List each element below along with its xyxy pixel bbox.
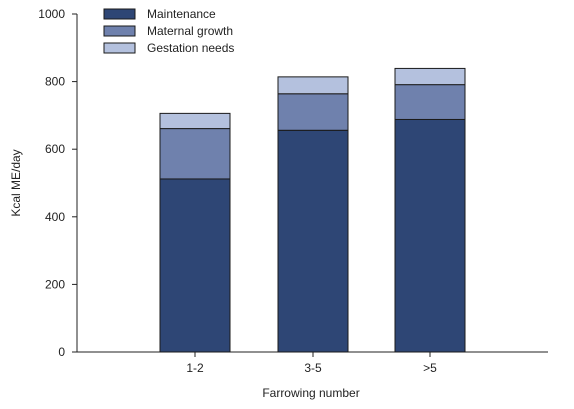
y-axis-title: Kcal ME/day [9,149,23,216]
legend-swatch [103,42,136,54]
bar-segment [394,67,466,86]
bar-segment [277,76,349,95]
legend-label: Maternal growth [147,24,233,38]
legend-label: Maintenance [147,7,216,21]
legend-swatch [103,25,136,37]
legend-swatch [103,8,136,20]
bar-segment [159,112,231,130]
y-tick-label: 0 [58,345,65,359]
bar-segment [394,118,466,353]
y-tick-label: 1000 [38,7,65,21]
y-tick-label: 800 [45,75,65,89]
y-tick-label: 600 [45,142,65,156]
bar-segment [277,93,349,131]
bars [159,67,466,353]
y-tick-label: 400 [45,210,65,224]
x-tick-label: 3-5 [304,361,322,375]
axes: 0 200 400 600 800 1000 1-2 3-5 >5 [38,7,548,375]
x-axis-title: Farrowing number [262,386,359,400]
bar-segment [394,84,466,120]
bar-segment [277,129,349,353]
bar-segment [159,178,231,353]
y-tick-label: 200 [45,277,65,291]
x-tick-label: >5 [423,361,437,375]
bar-segment [159,128,231,180]
legend-label: Gestation needs [147,41,234,55]
x-tick-label: 1-2 [186,361,204,375]
legend: Maintenance Maternal growth Gestation need… [103,7,234,55]
